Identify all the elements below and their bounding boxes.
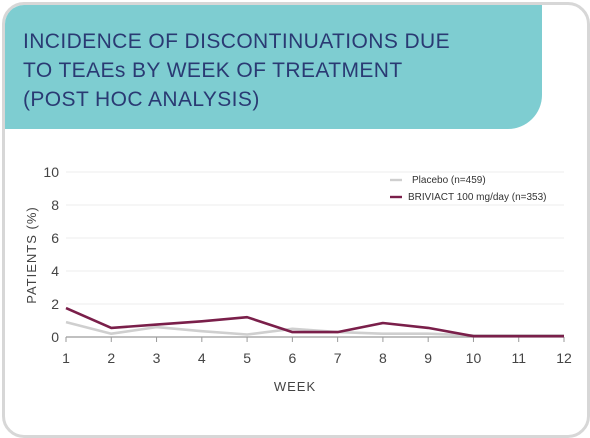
x-tick-labels: 1 2 3 4 5 6 7 8 9 10 11 12 [62, 337, 572, 366]
gridlines [66, 171, 564, 305]
y-tick-label: 2 [51, 296, 59, 312]
y-tick-label: 8 [51, 197, 59, 213]
legend-label: Placebo (n=459) [412, 175, 486, 186]
x-tick-label: 10 [466, 350, 482, 366]
x-tick-label: 1 [62, 350, 70, 366]
x-axis-label: WEEK [274, 379, 316, 394]
x-tick-label: 6 [288, 350, 296, 366]
y-tick-label: 6 [51, 230, 59, 246]
title-line-1: INCIDENCE OF DISCONTINUATIONS DUE [23, 30, 450, 53]
x-tick-label: 3 [153, 350, 161, 366]
y-tick-labels: 0 2 4 6 8 10 [43, 164, 59, 345]
title-line-2: TO TEAEs BY WEEK OF TREATMENT [23, 59, 403, 82]
x-tick-label: 4 [198, 350, 206, 366]
series-lines [65, 306, 564, 338]
title-banner: INCIDENCE OF DISCONTINUATIONS DUE TO TEA… [5, 5, 542, 129]
series-line-placebo [65, 320, 564, 337]
x-tick-label: 8 [379, 350, 387, 366]
legend: Placebo (n=459) BRIVIACT 100 mg/day (n=35… [390, 175, 547, 203]
y-axis-label: PATIENTS (%) [24, 206, 39, 303]
x-tick-label: 7 [334, 350, 342, 366]
y-tick-label: 10 [43, 164, 59, 180]
x-tick-label: 11 [511, 350, 526, 366]
x-tick-label: 2 [107, 350, 115, 366]
chart-title: INCIDENCE OF DISCONTINUATIONS DUE TO TEA… [23, 27, 523, 114]
series-line-briviact [65, 306, 564, 338]
x-tick-label: 12 [556, 350, 572, 366]
x-tick-label: 9 [424, 350, 432, 366]
y-tick-label: 0 [51, 329, 59, 345]
legend-label: BRIVIACT 100 mg/day (n=353) [408, 192, 547, 203]
y-tick-label: 4 [51, 263, 59, 279]
title-line-3: (POST HOC ANALYSIS) [23, 88, 260, 111]
x-tick-label: 5 [243, 350, 251, 366]
